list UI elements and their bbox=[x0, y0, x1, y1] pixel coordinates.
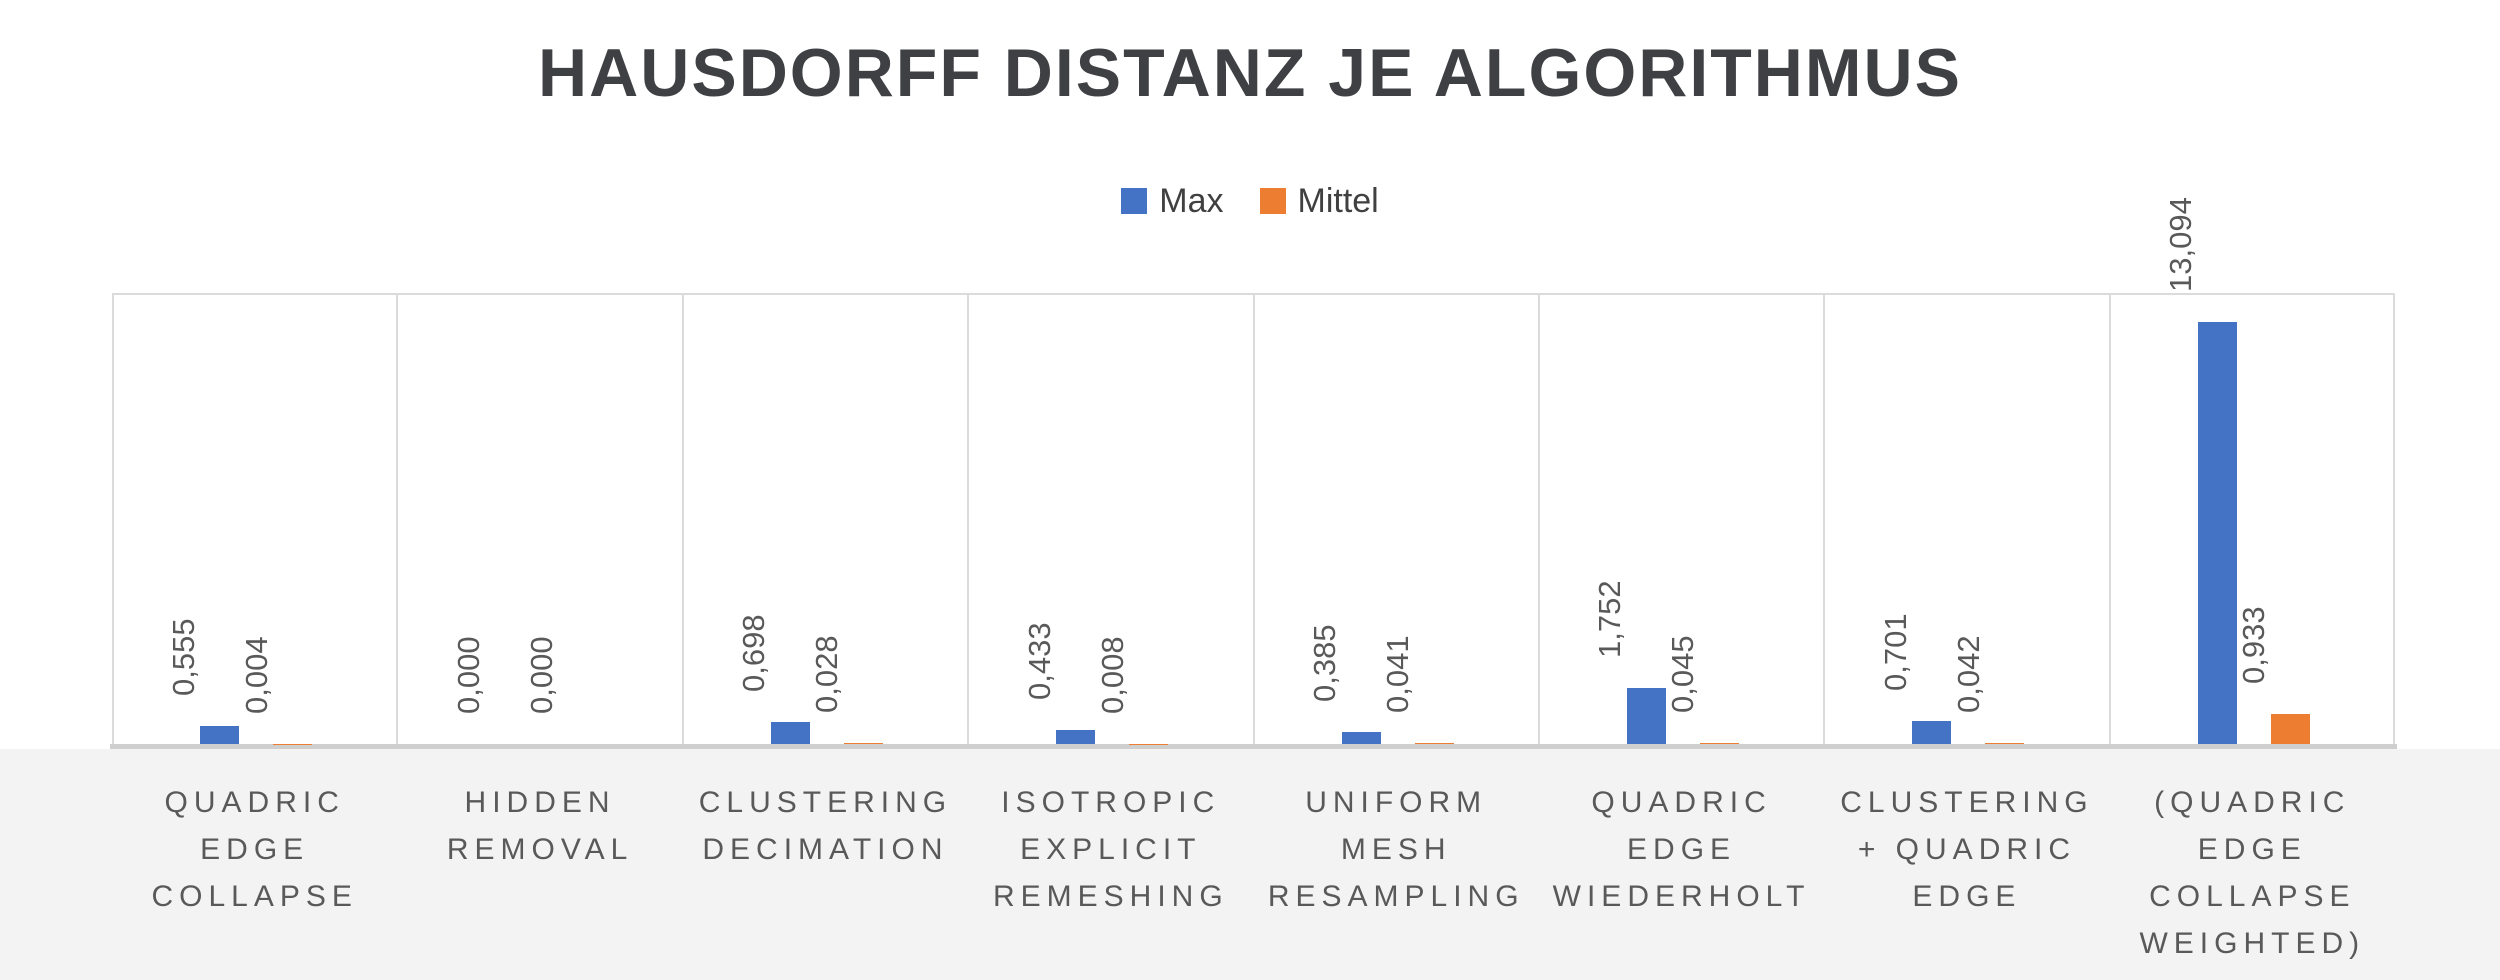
bar-max-cat3 bbox=[1056, 730, 1096, 744]
legend-label-max: Max bbox=[1159, 182, 1224, 220]
chart-title: HAUSDORFF DISTANZ JE ALGORITHMUS bbox=[538, 35, 1962, 111]
value-label-max-cat2: 0,698 bbox=[736, 613, 772, 692]
value-label-mittel-cat7: 0,933 bbox=[2236, 606, 2272, 684]
value-label-mittel-cat2: 0,028 bbox=[809, 635, 845, 714]
category-label-7: (QUADRIC EDGE COLLAPSE WEIGHTED) bbox=[2139, 786, 2366, 960]
value-label-max-cat5: 1,752 bbox=[1592, 579, 1628, 658]
value-label-max-cat4: 0,385 bbox=[1307, 624, 1342, 702]
value-label-mittel-cat6: 0,042 bbox=[1950, 635, 1986, 713]
value-label-mittel-cat4: 0,041 bbox=[1380, 635, 1415, 713]
value-label-max-cat6: 0,701 bbox=[1877, 613, 1913, 692]
legend-swatch-max-icon bbox=[1121, 188, 1148, 214]
bar-max-cat7 bbox=[2197, 322, 2237, 744]
chart-legend: Max Mittel bbox=[0, 184, 2500, 218]
category-label-6: CLUSTERING + QUADRIC EDGE bbox=[1840, 786, 2094, 913]
category-label-4: UNIFORM MESH RESAMPLING bbox=[1267, 786, 1525, 913]
category-separator-gridline bbox=[396, 293, 399, 744]
bar-max-cat2 bbox=[770, 721, 810, 744]
value-label-mittel-cat1: 0,000 bbox=[523, 636, 559, 714]
bar-max-cat4 bbox=[1341, 731, 1381, 744]
category-label-2: CLUSTERING DECIMATION bbox=[698, 786, 953, 866]
category-separator-gridline bbox=[1252, 293, 1255, 744]
legend-swatch-mittel-icon bbox=[1259, 188, 1286, 214]
category-label-3: ISOTROPIC EXPLICIT REMESHING bbox=[992, 786, 1229, 913]
below-axis-band bbox=[0, 749, 2500, 980]
category-separator-gridline bbox=[681, 293, 684, 744]
legend-item-mittel: Mittel bbox=[1259, 182, 1379, 220]
value-label-mittel-cat3: 0,008 bbox=[1094, 636, 1130, 714]
x-axis-line bbox=[110, 744, 2397, 749]
value-label-max-cat0: 0,555 bbox=[165, 618, 201, 697]
category-label-0: QUADRIC EDGE COLLAPSE bbox=[151, 786, 358, 913]
category-separator-gridline bbox=[1537, 293, 1540, 744]
bar-max-cat6 bbox=[1912, 721, 1952, 744]
legend-item-max: Max bbox=[1121, 182, 1224, 220]
bar-max-cat5 bbox=[1626, 687, 1666, 744]
value-label-max-cat3: 0,433 bbox=[1021, 622, 1057, 701]
category-label-1: HIDDEN REMOVAL bbox=[446, 786, 634, 866]
bar-mittel-cat2 bbox=[843, 743, 883, 744]
category-separator-gridline bbox=[1823, 293, 1826, 744]
value-label-mittel-cat0: 0,004 bbox=[238, 636, 274, 714]
bar-max-cat0 bbox=[200, 726, 239, 744]
legend-label-mittel: Mittel bbox=[1297, 182, 1379, 220]
value-label-max-cat7: 13,094 bbox=[2163, 197, 2199, 293]
category-separator-gridline bbox=[967, 293, 970, 744]
category-label-5: QUADRIC EDGE WIEDERHOLT bbox=[1552, 786, 1811, 913]
value-label-mittel-cat5: 0,045 bbox=[1665, 634, 1701, 713]
bar-mittel-cat5 bbox=[1699, 742, 1739, 744]
bar-mittel-cat4 bbox=[1414, 742, 1454, 744]
bar-mittel-cat7 bbox=[2270, 713, 2310, 744]
bar-mittel-cat6 bbox=[1985, 742, 2025, 744]
category-separator-gridline bbox=[2108, 293, 2111, 744]
value-label-max-cat1: 0,000 bbox=[450, 636, 486, 714]
